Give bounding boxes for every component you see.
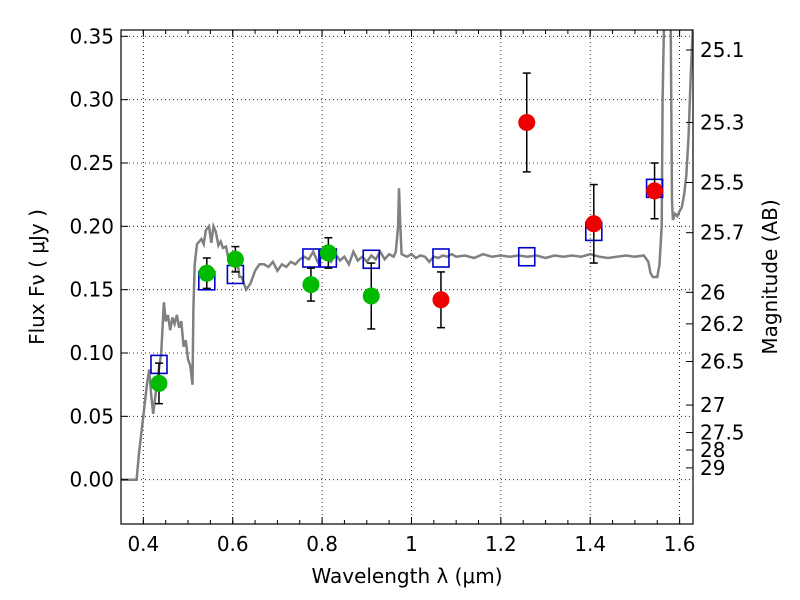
y-axis-label: Flux Fν ( μJy ) (25, 209, 49, 345)
y-tick-label: 0.05 (69, 404, 114, 428)
observed-red-marker (646, 182, 664, 200)
right-tick-label: 27 (700, 393, 725, 417)
observed-red-marker (432, 291, 450, 309)
right-tick-label: 28 (700, 438, 725, 462)
right-tick-label: 29 (700, 456, 725, 480)
right-tick-label: 25.3 (700, 110, 745, 134)
x-axis-label: Wavelength λ (μm) (311, 564, 502, 588)
observed-green-marker (226, 250, 244, 268)
y-tick-label: 0.10 (69, 341, 114, 365)
y-tick-label: 0.20 (69, 214, 114, 238)
y-tick-label: 0.00 (69, 468, 114, 492)
plot-frame (120, 29, 694, 525)
observed-green-marker (362, 287, 380, 305)
y-tick-label: 0.35 (69, 24, 114, 48)
y-tick-label: 0.30 (69, 88, 114, 112)
observed-green-marker (319, 244, 337, 262)
x-tick-label: 0.8 (306, 532, 338, 556)
right-tick-label: 26.5 (700, 349, 745, 373)
x-tick-label: 0.4 (127, 532, 159, 556)
x-tick-label: 1.6 (664, 532, 696, 556)
right-tick-label: 25.7 (700, 221, 745, 245)
observed-red-marker (518, 113, 536, 131)
observed-green-marker (198, 264, 216, 282)
model-square-marker (302, 248, 320, 268)
model-square-marker (432, 248, 450, 268)
observed-green-marker (302, 276, 320, 294)
right-tick-label: 26.2 (700, 312, 745, 336)
model-square-marker (517, 246, 536, 267)
right-tick-label: 26 (700, 280, 725, 304)
x-tick-label: 1.4 (574, 532, 606, 556)
right-tick-label: 25.5 (700, 171, 745, 195)
x-tick-label: 1 (405, 532, 418, 556)
right-tick-label: 27.5 (700, 421, 745, 445)
x-tick-label: 0.6 (217, 532, 249, 556)
y-axis-right-label: Magnitude (AB) (758, 199, 782, 354)
sed-curve (121, 30, 693, 481)
y-tick-label: 0.15 (69, 278, 114, 302)
y-tick-label: 0.25 (69, 151, 114, 175)
axis-ticks: 0.4 0.6 0.8 1 1.2 1.4 1.6 0.00 0.05 0.10 0.15 0.20 0… (69, 24, 744, 556)
observed-red-marker (585, 215, 603, 233)
x-tick-label: 1.2 (485, 532, 517, 556)
sed-curve-layer (121, 30, 693, 481)
right-tick-label: 25.1 (700, 38, 745, 62)
observed-green-marker (150, 374, 168, 392)
data-points-layer (150, 72, 664, 405)
